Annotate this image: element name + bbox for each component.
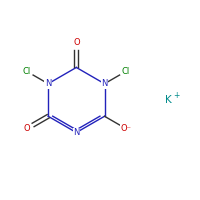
Text: Cl: Cl <box>22 67 31 76</box>
Text: N: N <box>73 128 80 137</box>
Text: O⁻: O⁻ <box>121 124 132 133</box>
Text: Cl: Cl <box>122 67 130 76</box>
Text: N: N <box>101 79 108 88</box>
Text: O: O <box>23 124 30 133</box>
Text: +: + <box>173 91 179 100</box>
Text: O: O <box>73 38 80 47</box>
Text: N: N <box>45 79 51 88</box>
Text: K: K <box>165 95 172 105</box>
